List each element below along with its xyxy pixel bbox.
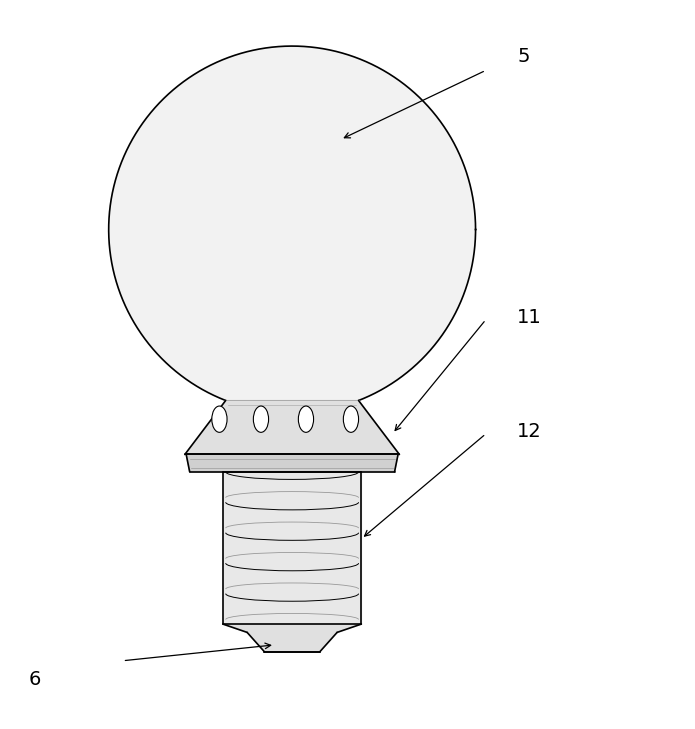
Ellipse shape [343,406,359,432]
Polygon shape [186,454,398,472]
Text: 11: 11 [517,308,542,327]
Polygon shape [185,400,400,454]
Ellipse shape [212,406,227,432]
Polygon shape [223,472,361,624]
Text: 6: 6 [29,670,42,689]
Polygon shape [108,46,475,413]
Polygon shape [223,624,361,652]
Text: 12: 12 [517,422,542,441]
Ellipse shape [298,406,313,432]
Text: 5: 5 [517,47,530,66]
Ellipse shape [254,406,268,432]
